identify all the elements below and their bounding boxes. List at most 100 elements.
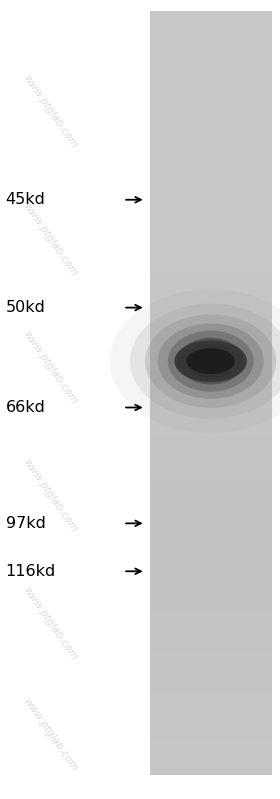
Bar bbox=[150, 602, 272, 606]
Bar bbox=[150, 135, 272, 138]
Bar bbox=[150, 667, 272, 670]
Bar bbox=[150, 517, 272, 519]
Bar bbox=[150, 700, 272, 702]
Bar bbox=[150, 143, 272, 145]
Bar bbox=[150, 69, 272, 71]
Bar bbox=[150, 725, 272, 727]
Bar bbox=[150, 355, 272, 357]
Bar bbox=[150, 324, 272, 327]
Bar bbox=[150, 769, 272, 771]
Bar bbox=[150, 28, 272, 31]
Bar bbox=[150, 503, 272, 506]
Bar bbox=[150, 290, 272, 292]
Bar bbox=[150, 268, 272, 272]
Bar bbox=[150, 55, 272, 58]
Bar bbox=[150, 458, 272, 460]
Bar bbox=[150, 125, 272, 129]
Bar bbox=[150, 696, 272, 698]
Bar bbox=[150, 748, 272, 750]
Bar bbox=[150, 227, 272, 229]
Bar bbox=[150, 296, 272, 298]
Bar bbox=[150, 559, 272, 562]
Bar bbox=[150, 51, 272, 54]
Bar bbox=[150, 221, 272, 224]
Bar bbox=[150, 113, 272, 115]
Bar bbox=[150, 439, 272, 441]
Bar bbox=[150, 284, 272, 287]
Bar bbox=[150, 726, 272, 729]
Bar bbox=[150, 579, 272, 582]
Bar bbox=[150, 561, 272, 563]
Bar bbox=[150, 770, 272, 773]
Bar bbox=[150, 598, 272, 602]
Bar bbox=[150, 206, 272, 209]
Bar bbox=[150, 635, 272, 638]
Bar bbox=[150, 360, 272, 363]
Bar bbox=[150, 648, 272, 651]
Text: 97kd: 97kd bbox=[6, 516, 45, 531]
Bar bbox=[150, 328, 272, 331]
Bar bbox=[150, 368, 272, 371]
Bar bbox=[150, 570, 272, 573]
Bar bbox=[150, 381, 272, 384]
Bar bbox=[150, 240, 272, 243]
Bar bbox=[150, 336, 272, 338]
Bar bbox=[150, 183, 272, 185]
Bar bbox=[150, 498, 272, 500]
Text: www.ptglab.com: www.ptglab.com bbox=[21, 329, 80, 406]
Bar bbox=[150, 736, 272, 739]
Text: www.ptglab.com: www.ptglab.com bbox=[21, 697, 80, 773]
Bar bbox=[150, 311, 272, 313]
Bar bbox=[150, 773, 272, 775]
Bar bbox=[150, 515, 272, 518]
Bar bbox=[150, 562, 272, 565]
Bar bbox=[150, 194, 272, 197]
Bar bbox=[150, 650, 272, 653]
Bar bbox=[150, 507, 272, 510]
Bar bbox=[150, 288, 272, 291]
Bar bbox=[150, 106, 272, 109]
Bar bbox=[150, 723, 272, 725]
Bar bbox=[150, 380, 272, 382]
Bar bbox=[150, 421, 272, 424]
Bar bbox=[150, 315, 272, 317]
Ellipse shape bbox=[186, 348, 235, 374]
Bar bbox=[150, 80, 272, 82]
Bar bbox=[150, 265, 272, 268]
Bar bbox=[150, 404, 272, 407]
Bar bbox=[150, 13, 272, 16]
Bar bbox=[150, 623, 272, 626]
Bar bbox=[150, 631, 272, 634]
Bar bbox=[150, 91, 272, 94]
Bar bbox=[150, 673, 272, 676]
Bar bbox=[150, 259, 272, 262]
Bar bbox=[150, 93, 272, 96]
Bar bbox=[150, 436, 272, 439]
Bar bbox=[150, 448, 272, 451]
Bar bbox=[150, 576, 272, 578]
Bar bbox=[150, 209, 272, 213]
Bar bbox=[150, 463, 272, 466]
Bar bbox=[150, 137, 272, 140]
Bar bbox=[150, 17, 272, 20]
Bar bbox=[150, 528, 272, 531]
Bar bbox=[150, 393, 272, 396]
Text: 45kd: 45kd bbox=[6, 193, 45, 207]
Bar bbox=[150, 193, 272, 195]
Bar bbox=[150, 408, 272, 411]
Bar bbox=[150, 343, 272, 346]
Bar bbox=[150, 332, 272, 334]
Bar bbox=[150, 658, 272, 661]
Bar bbox=[150, 553, 272, 555]
Bar bbox=[150, 395, 272, 397]
Bar bbox=[150, 523, 272, 525]
Bar bbox=[150, 532, 272, 535]
Bar bbox=[150, 706, 272, 708]
Bar bbox=[150, 427, 272, 430]
Bar bbox=[150, 341, 272, 344]
Bar bbox=[150, 749, 272, 752]
Bar bbox=[150, 740, 272, 742]
Bar bbox=[150, 690, 272, 693]
Bar bbox=[150, 524, 272, 527]
Ellipse shape bbox=[130, 304, 280, 419]
